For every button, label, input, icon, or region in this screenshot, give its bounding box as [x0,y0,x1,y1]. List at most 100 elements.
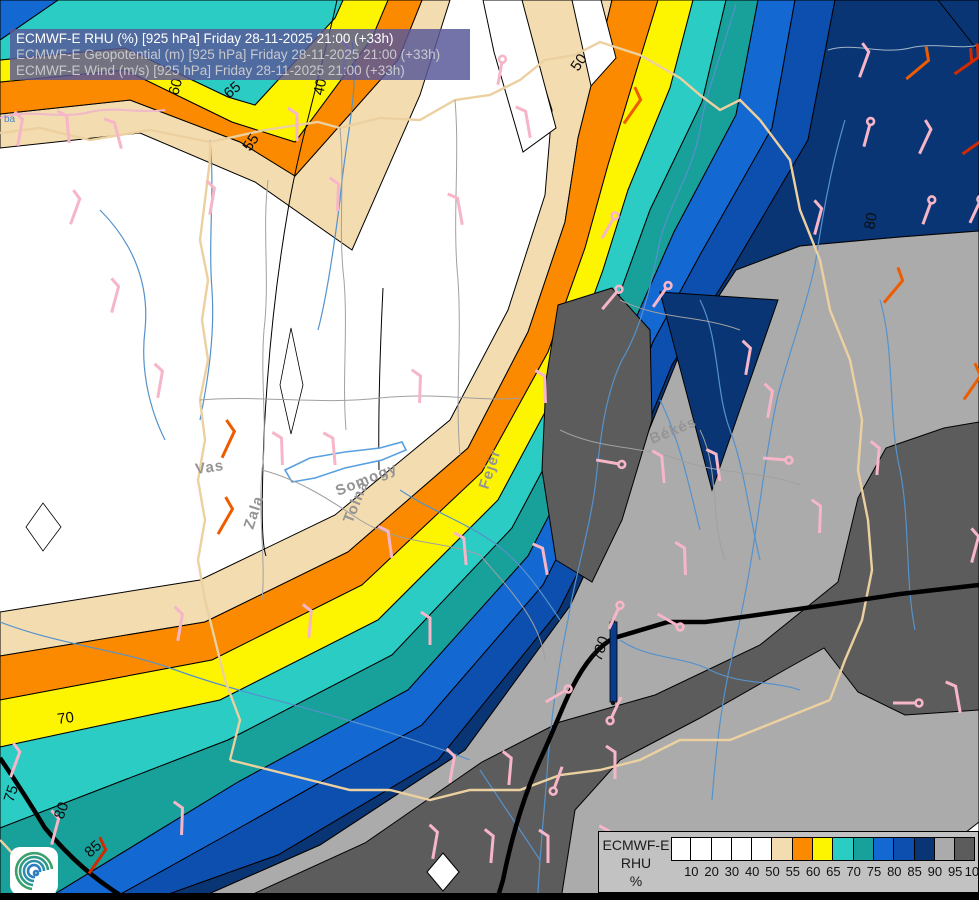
river-label: ba [4,114,16,125]
bottom-border [0,893,979,900]
wind-barb [600,211,620,240]
legend-tick-label: 65 [826,864,841,879]
legend-tick-label: 40 [744,864,760,879]
calm-circle-icon [614,284,624,294]
wind-barb [445,747,457,784]
wind-barb-glyph [447,192,464,226]
legend-tick-label: 70 [846,864,861,879]
wind-barb-glyph [483,828,495,864]
title-block: ECMWF-E RHU (%) [925 hPa] Friday 28-11-2… [10,29,470,80]
legend-tick-label: 30 [724,864,740,879]
legend-title: ECMWF-E RHU % [599,836,673,890]
wind-barb [410,368,423,404]
legend-cell [894,837,915,861]
rh-patch-navy [659,291,779,492]
wind-barb-glyph [9,742,22,778]
wind-barb [674,541,687,576]
wind-barb-glyph [428,823,440,860]
wind-barb-glyph [153,362,165,399]
wind-barb-glyph [605,744,617,779]
calm-circle-icon [548,786,558,796]
calm-circle-icon [605,715,615,726]
calm-circle-icon [663,280,673,291]
wind-barb-glyph [607,608,620,630]
legend-tick-label: 75 [866,864,882,879]
wind-barb [103,117,123,149]
wind-barb [961,123,979,156]
wind-barb [173,605,185,642]
wind-barb-glyph [103,117,123,149]
wind-barb-glyph [544,689,566,704]
wind-barb [50,809,61,845]
wind-barb [216,496,235,535]
legend-tick-label: 50 [765,864,780,879]
wind-barb [968,194,979,224]
legend-color-bar [671,837,976,861]
rh-band-95-100 [239,421,979,900]
wind-barb [428,823,440,860]
wind-barb-glyph [538,828,550,863]
legend-cell [731,837,753,861]
wind-barb-glyph [534,369,547,404]
rh-contour-label: 80 [51,800,73,821]
legend-tick-label: 95 [947,864,963,879]
county-label: Zala [241,494,268,532]
rh-white-diamond-south [426,852,460,892]
national-borders [0,40,874,894]
legend-tick-label: 85 [907,864,922,879]
rh-kite-west [25,502,62,552]
rh-contour-label: 80 [861,211,881,230]
wind-barb-glyph [56,109,71,144]
wind-barb [945,680,962,714]
wind-barb-glyph [869,440,881,476]
wind-barb [656,612,685,632]
legend-cell [853,837,874,861]
wind-barb-glyph [601,291,618,311]
legend-cell [671,837,692,861]
wind-barb [601,284,624,311]
calm-circle-icon [927,195,937,205]
wind-barb-glyph [945,680,962,714]
wind-barbs-layer [9,39,979,875]
rh-contour-label: 75 [1,783,22,804]
rh-white-wedge-1 [482,0,557,153]
wind-barb-glyph [921,203,932,225]
wind-barb [447,192,464,226]
wind-barb-glyph [651,449,666,484]
legend-cell [772,837,793,861]
wind-barb [532,542,549,576]
wind-barb [483,828,495,864]
wind-barb-glyph [595,458,619,466]
wind-barb [172,800,185,836]
geopotential-contours [0,582,979,900]
wind-barb [763,382,775,419]
legend-cell [955,837,976,861]
title-line-wind: ECMWF-E Wind (m/s) [925 hPa] Friday 28-1… [16,63,405,78]
wind-barb [501,750,513,786]
wind-barb-glyph [271,431,284,466]
wind-barb-glyph [762,456,786,462]
wind-barb-glyph [110,277,121,313]
wind-barb-glyph [882,266,905,304]
wind-barb-glyph [858,42,871,78]
legend-cell [752,837,773,861]
wind-barb-glyph [69,189,82,225]
wind-barb [918,119,933,155]
wind-barb [220,419,237,459]
wind-barb [377,525,394,559]
rh-contour-label: 40 [310,77,330,97]
wind-barb [741,339,753,376]
county-label: Vas [194,457,225,478]
wind-barb [605,696,623,726]
wind-barb-glyph [918,119,933,155]
wind-barb [595,458,627,470]
rh-patch-dark [541,287,653,583]
wind-barb [538,828,550,863]
wind-barb-glyph [377,525,394,559]
wind-barb [87,836,108,875]
county-borders [199,99,801,661]
calm-circle-icon [615,600,625,611]
river-faint-ne [827,44,979,51]
wind-barb-glyph [220,419,237,459]
